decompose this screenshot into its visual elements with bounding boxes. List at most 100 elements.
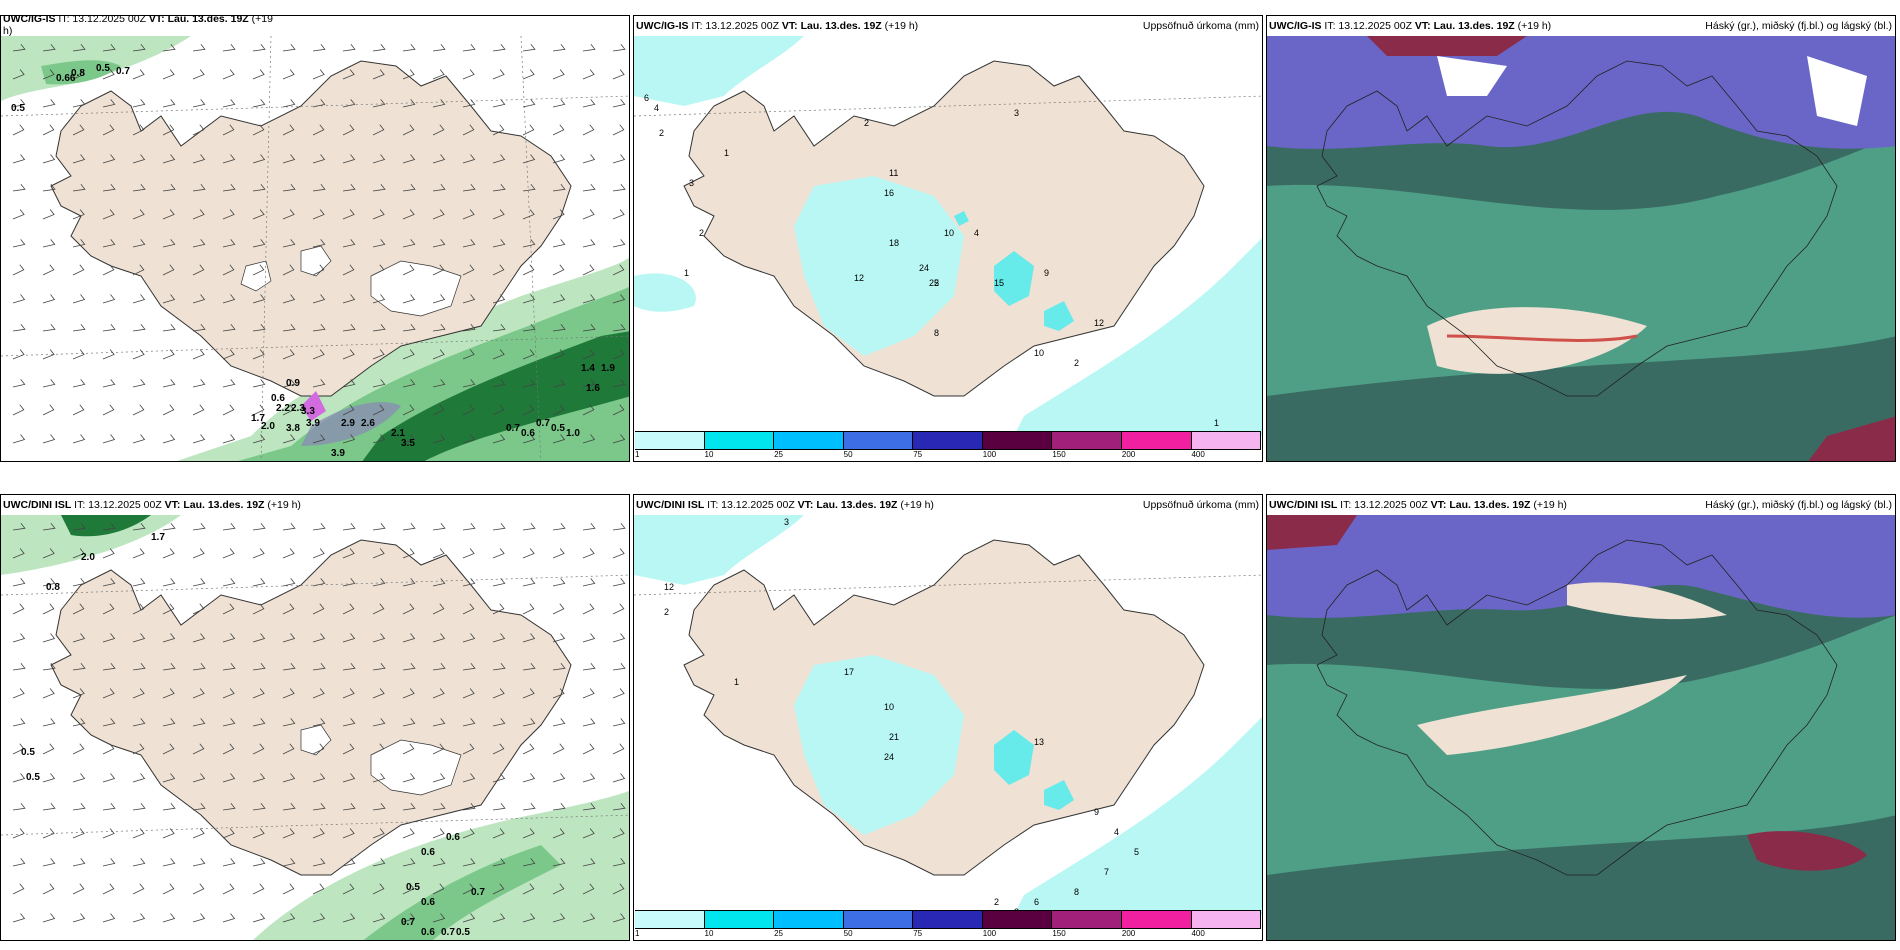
wind-barb [522, 913, 536, 923]
wind-barb [432, 434, 446, 444]
map-panel-clouds-dini[interactable]: UWC/DINI ISL IT: 13.12.2025 00Z VT: Lau.… [1266, 494, 1896, 941]
value-label: 2.2 [276, 403, 290, 414]
map-panel-precip-igis[interactable]: UWC/IG-IS IT: 13.12.2025 00Z VT: Lau. 13… [633, 15, 1263, 462]
valid-time: VT: Lau. 13.des. 19Z [1414, 20, 1515, 32]
colorbar-cell [1191, 911, 1262, 928]
colorbar-cell [704, 911, 775, 928]
colorbar [635, 910, 1262, 929]
wind-barb [612, 548, 625, 559]
wind-barb [312, 688, 325, 699]
colorbar-cell [704, 432, 775, 449]
wind-barb [402, 209, 415, 220]
colorbar-cell [1121, 432, 1192, 449]
wind-barb [432, 773, 446, 783]
valid-time: VT: Lau. 13.des. 19Z [1430, 499, 1531, 511]
wind-barb [282, 603, 295, 615]
wind-barb [552, 603, 565, 615]
colorbar [635, 431, 1262, 450]
wind-barb [492, 69, 505, 80]
wind-barb [492, 633, 506, 643]
wind-barb [312, 239, 326, 248]
wind-barb [132, 154, 146, 164]
wind-barb [552, 663, 566, 671]
wind-barb [102, 633, 116, 643]
wind-barb [192, 349, 205, 360]
value-label: 0.5 [551, 423, 565, 434]
map-panel-wind-igis[interactable]: UWC/IG-IS IT: 13.12.2025 00Z VT: Lau. 13… [0, 15, 630, 462]
wind-barb [312, 379, 326, 388]
wind-barb [222, 209, 235, 220]
wind-barb [612, 523, 626, 531]
graticule [1, 814, 629, 836]
cloud-map [1267, 36, 1895, 461]
wind-barb [12, 324, 26, 332]
wind-barb [432, 44, 446, 52]
wind-barb [252, 883, 265, 895]
precip-value-labels: 0.52.00.81.70.50.60.60.50.60.70.70.6 0.7 0… [21, 532, 485, 938]
wind-barb [492, 548, 505, 559]
wind-barb [102, 404, 115, 416]
wind-barb [102, 209, 115, 220]
wind-barb [102, 154, 116, 164]
wind-barb [492, 578, 506, 587]
wind-barb [552, 858, 566, 867]
wind-barb [102, 294, 116, 304]
wind-barb [222, 663, 236, 671]
wind-barb [372, 688, 385, 699]
wind-barb [192, 773, 206, 783]
wind-barb [192, 633, 206, 643]
wind-barb [342, 379, 356, 388]
wind-barb [432, 349, 445, 360]
wind-barb [252, 264, 265, 276]
precip-band [362, 331, 629, 461]
value-label: 0.6 [421, 847, 435, 858]
wind-barb [432, 324, 446, 332]
wind-barb [162, 69, 175, 80]
wind-barb [552, 379, 566, 388]
map-panel-precip-dini[interactable]: UWC/DINI ISL IT: 13.12.2025 00Z VT: Lau.… [633, 494, 1263, 941]
wind-barb [372, 294, 386, 304]
wind-barb [372, 548, 385, 559]
wind-barb [252, 578, 266, 587]
wind-barb [402, 324, 416, 332]
wind-barb [342, 404, 355, 416]
wind-barb [582, 718, 596, 727]
wind-barb [612, 349, 625, 360]
wind-barb [12, 633, 26, 643]
precip-shade [1014, 238, 1262, 436]
wind-barb [282, 688, 295, 699]
cloud-pink [1808, 416, 1895, 461]
precip-band [253, 790, 629, 940]
wind-barb [102, 324, 116, 332]
wind-barb [102, 184, 116, 192]
wind-barb [102, 743, 115, 755]
wind-barb [282, 828, 295, 839]
wind-barb [132, 718, 146, 727]
wind-barb [12, 44, 26, 52]
wind-barb [42, 99, 56, 108]
wind-barb [582, 239, 596, 248]
wind-barb [312, 633, 326, 643]
wind-barb [522, 99, 536, 108]
wind-barb [402, 828, 415, 839]
wind-barb [222, 294, 236, 304]
wind-barb [312, 434, 326, 444]
wind-barb [102, 434, 116, 444]
wind-barb [132, 578, 146, 587]
map-panel-clouds-igis[interactable]: UWC/IG-IS IT: 13.12.2025 00Z VT: Lau. 13… [1266, 15, 1896, 462]
value-label: 3.9 [331, 448, 345, 459]
wind-barb [72, 349, 85, 360]
wind-barb [312, 184, 326, 192]
cloud-clear [1807, 56, 1867, 126]
map-panel-wind-dini[interactable]: UWC/DINI ISL IT: 13.12.2025 00Z VT: Lau.… [0, 494, 630, 941]
glacier [300, 245, 332, 277]
wind-barb [582, 603, 595, 615]
wind-barb [522, 603, 535, 615]
wind-barb [132, 603, 145, 615]
wind-barb [342, 184, 356, 192]
wind-barb [132, 523, 146, 531]
value-label: 0.7 [506, 423, 520, 434]
value-label: 0.6 [446, 832, 460, 843]
wind-barb [462, 154, 476, 164]
